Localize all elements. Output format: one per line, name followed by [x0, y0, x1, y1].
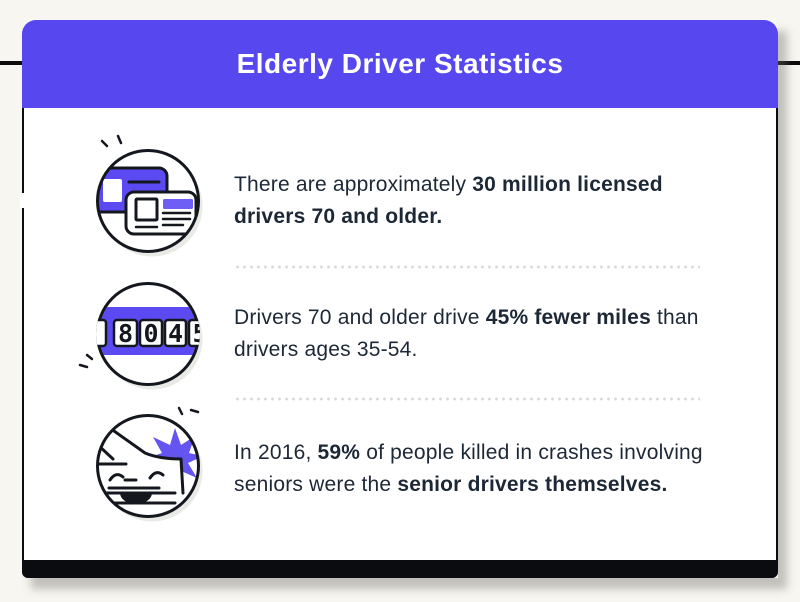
card-bottom-band — [22, 560, 778, 578]
car-crash-icon — [96, 406, 203, 522]
dotted-divider — [234, 265, 700, 269]
border-notch — [20, 193, 27, 208]
background-rule-right — [777, 61, 800, 65]
odometer-digit: 0 — [143, 319, 158, 348]
odometer-digit: 4 — [168, 319, 183, 348]
stat-text: Drivers 70 and older drive 45% fewer mil… — [234, 302, 779, 366]
sparkle-icon — [177, 406, 184, 416]
sparkle-icon — [78, 363, 89, 369]
text-segment: Drivers 70 and older drive — [234, 306, 486, 329]
background-rule-left — [0, 61, 23, 65]
odometer-digit: 5 — [192, 319, 207, 348]
text-segment: than drivers ages 35-54. — [234, 306, 699, 361]
stat-text: There are approximately 30 million licen… — [234, 169, 779, 233]
text-segment: 59% — [317, 441, 361, 464]
page-title: Elderly Driver Statistics — [236, 48, 564, 79]
drivers-license-icon — [96, 134, 203, 257]
sparkle-icon — [116, 134, 123, 145]
sparkle-icon — [189, 408, 200, 414]
text-segment: There are approximately — [234, 173, 473, 196]
sparkle-icon — [85, 353, 94, 361]
sparkle-icon — [100, 139, 109, 148]
odometer-digit: 8 — [118, 319, 133, 348]
stat-text: In 2016, 59% of people killed in crashes… — [234, 437, 779, 501]
text-segment: 30 million licensed drivers 70 and older… — [234, 173, 663, 228]
odometer-icon: 8 0 4 5 — [78, 282, 203, 390]
card-body: There are approximately 30 million licen… — [22, 108, 778, 560]
infographic-header: Elderly Driver Statistics — [22, 20, 778, 108]
text-segment: In 2016, — [234, 441, 318, 464]
text-segment: of people killed in crashes involving se… — [234, 441, 703, 496]
text-segment: senior drivers themselves. — [397, 473, 668, 496]
dotted-divider — [234, 397, 700, 401]
text-segment: 45% fewer miles — [485, 306, 651, 329]
